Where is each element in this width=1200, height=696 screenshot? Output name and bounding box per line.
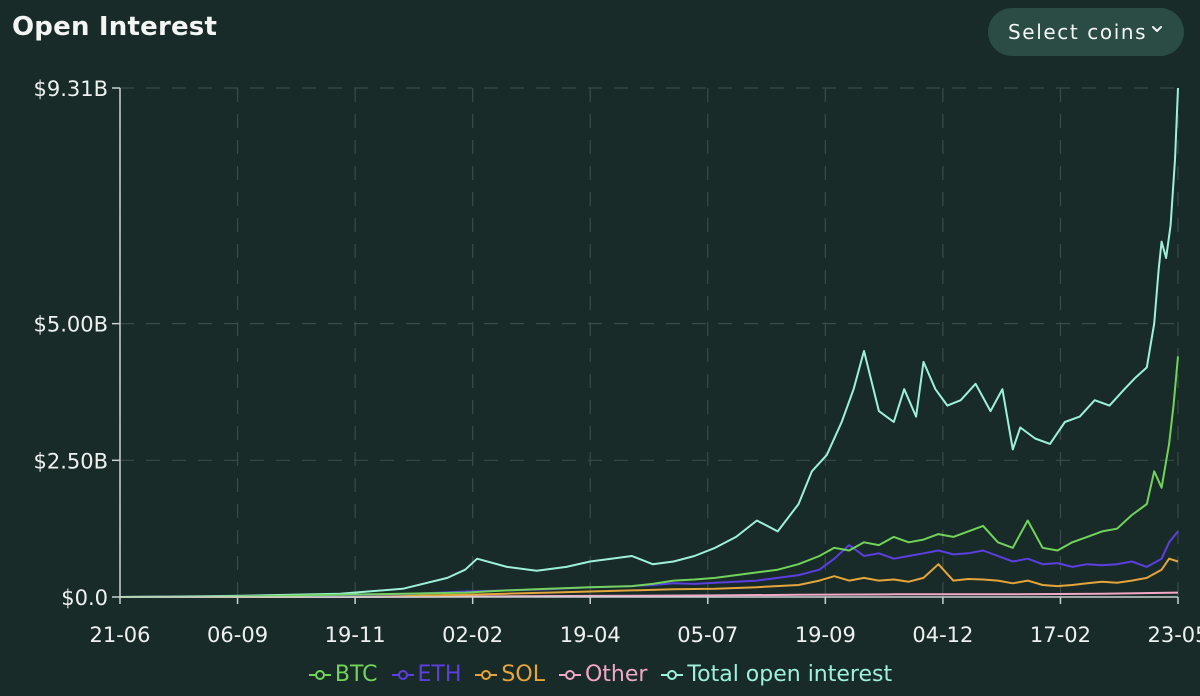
x-tick-label: 19-09: [795, 623, 856, 647]
x-tick-label: 05-07: [677, 623, 738, 647]
legend-item-other[interactable]: Other: [558, 662, 647, 687]
chart-legend: BTC ETH SOL Other Total open interest: [0, 662, 1200, 687]
x-tick-label: 06-09: [207, 623, 268, 647]
x-tick-label: 02-02: [442, 623, 503, 647]
open-interest-chart: 21-06 06-09 19-11 02-02 19-04 05-07 19-09 04-12…: [33, 77, 1200, 647]
chart-series: [119, 87, 1179, 598]
chart-axes: 21-06 06-09 19-11 02-02 19-04 05-07 19-09 04-12…: [33, 77, 1200, 647]
select-coins-label: Select coins: [1008, 20, 1148, 44]
y-tick-label: $0.0: [61, 586, 108, 610]
legend-label: ETH: [417, 662, 462, 687]
legend-label: SOL: [501, 662, 545, 687]
legend-marker-icon: [475, 669, 498, 680]
legend-item-total-open-interest[interactable]: Total open interest: [660, 662, 892, 687]
legend-item-eth[interactable]: ETH: [391, 662, 462, 687]
series-line-btc: [119, 356, 1179, 598]
legend-label: Total open interest: [687, 662, 893, 687]
x-tick-label: 17-02: [1030, 623, 1091, 647]
x-tick-label: 23-05: [1147, 623, 1200, 647]
legend-marker-icon: [558, 669, 581, 680]
x-tick-label: 04-12: [912, 623, 973, 647]
legend-marker-icon: [391, 669, 414, 680]
y-tick-label: $5.00B: [33, 313, 108, 337]
legend-label: Other: [584, 662, 648, 687]
x-tick-label: 21-06: [89, 623, 150, 647]
y-tick-label: $2.50B: [33, 449, 108, 473]
series-line-sol: [120, 557, 1179, 598]
legend-item-sol[interactable]: SOL: [474, 662, 545, 687]
y-tick-label: $9.31B: [33, 77, 108, 101]
chevron-down-icon: [1152, 26, 1162, 32]
select-coins-button[interactable]: Select coins: [988, 8, 1184, 56]
x-tick-label: 19-11: [325, 623, 386, 647]
legend-marker-icon: [661, 669, 684, 680]
legend-label: BTC: [334, 662, 378, 687]
series-line-eth: [119, 530, 1179, 598]
chart-title: Open Interest: [12, 12, 218, 42]
x-tick-label: 19-04: [560, 623, 621, 647]
legend-item-btc[interactable]: BTC: [308, 662, 378, 687]
series-line-total-open-interest: [119, 87, 1179, 598]
chart-grid: [119, 87, 1179, 597]
legend-marker-icon: [308, 669, 331, 680]
